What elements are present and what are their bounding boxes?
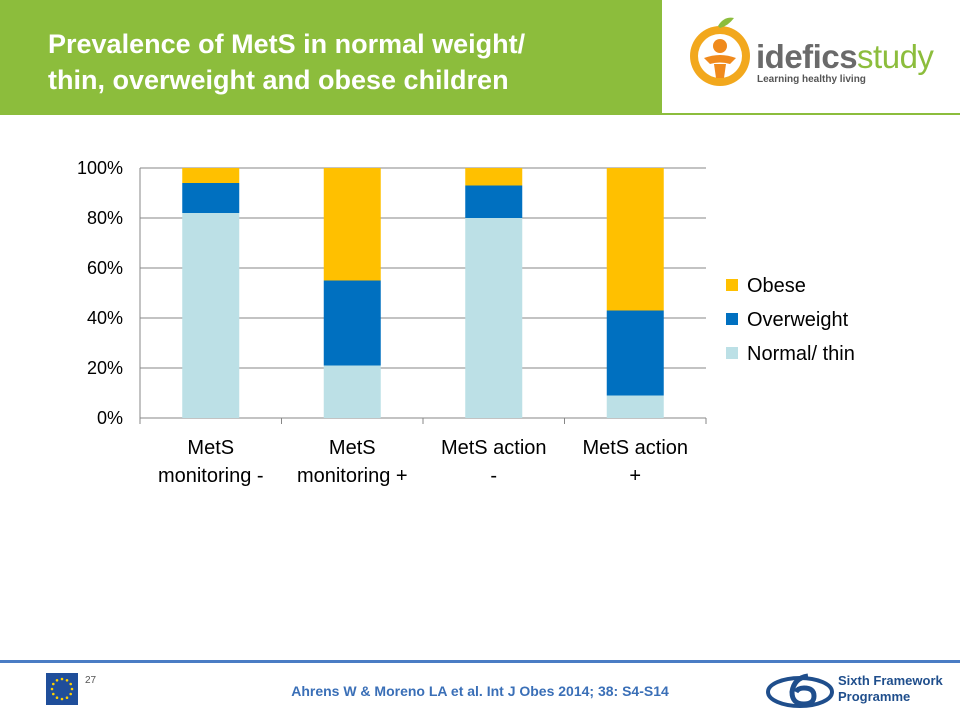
x-tick-label: monitoring + bbox=[297, 465, 408, 487]
eu-flag-icon bbox=[46, 673, 78, 705]
fp6-line-2: Programme bbox=[838, 689, 911, 704]
x-tick-label: monitoring - bbox=[158, 465, 264, 487]
y-tick-label: 60% bbox=[87, 258, 123, 278]
bar-segment-obese bbox=[606, 168, 664, 311]
page-number: 27 bbox=[85, 675, 97, 686]
title-line-2: thin, overweight and obese children bbox=[48, 65, 509, 95]
y-tick-label: 20% bbox=[87, 358, 123, 378]
bar-segment-overweight bbox=[182, 183, 240, 213]
footer-divider bbox=[0, 660, 960, 663]
bar-segment-obese bbox=[323, 168, 381, 281]
bar-segment-overweight bbox=[465, 185, 523, 218]
x-tick-label: MetS action bbox=[441, 437, 547, 459]
legend-label: Obese bbox=[747, 275, 806, 297]
y-tick-label: 40% bbox=[87, 308, 123, 328]
x-tick-label: + bbox=[629, 465, 641, 487]
citation: Ahrens W & Moreno LA et al. Int J Obes 2… bbox=[291, 683, 669, 699]
logo-wordmark: ideficsstudy bbox=[756, 38, 934, 75]
bar-segment-normal-thin bbox=[606, 395, 664, 418]
x-tick-label: MetS bbox=[187, 437, 234, 459]
legend-swatch bbox=[726, 313, 738, 325]
y-tick-label: 80% bbox=[87, 208, 123, 228]
y-tick-label: 100% bbox=[77, 158, 123, 178]
bar-segment-normal-thin bbox=[182, 213, 240, 418]
bar-segment-normal-thin bbox=[465, 218, 523, 418]
logo-tagline: Learning healthy living bbox=[757, 74, 866, 85]
logo-name-part1: idefics bbox=[756, 38, 858, 75]
bar-segment-obese bbox=[182, 168, 240, 183]
title-line-1: Prevalence of MetS in normal weight/ bbox=[48, 29, 526, 59]
fp6-logo-icon bbox=[766, 673, 834, 708]
legend-swatch bbox=[726, 279, 738, 291]
fp6-label: Sixth Framework Programme bbox=[838, 673, 943, 705]
page-title: Prevalence of MetS in normal weight/ thi… bbox=[48, 26, 648, 98]
x-tick-label: MetS action bbox=[582, 437, 688, 459]
bar-segment-overweight bbox=[606, 310, 664, 396]
x-tick-label: MetS bbox=[329, 437, 376, 459]
header-band bbox=[0, 0, 662, 113]
bar-segment-overweight bbox=[323, 280, 381, 366]
logo-name-part2: study bbox=[857, 38, 934, 75]
y-tick-label: 0% bbox=[97, 408, 123, 428]
legend-label: Overweight bbox=[747, 309, 849, 331]
idefics-logo-icon bbox=[690, 17, 750, 86]
legend-label: Normal/ thin bbox=[747, 343, 855, 365]
x-tick-label: - bbox=[490, 465, 497, 487]
header-divider bbox=[0, 113, 960, 115]
fp6-line-1: Sixth Framework bbox=[838, 673, 943, 688]
bar-segment-normal-thin bbox=[323, 365, 381, 418]
legend-swatch bbox=[726, 347, 738, 359]
bar-segment-obese bbox=[465, 168, 523, 186]
